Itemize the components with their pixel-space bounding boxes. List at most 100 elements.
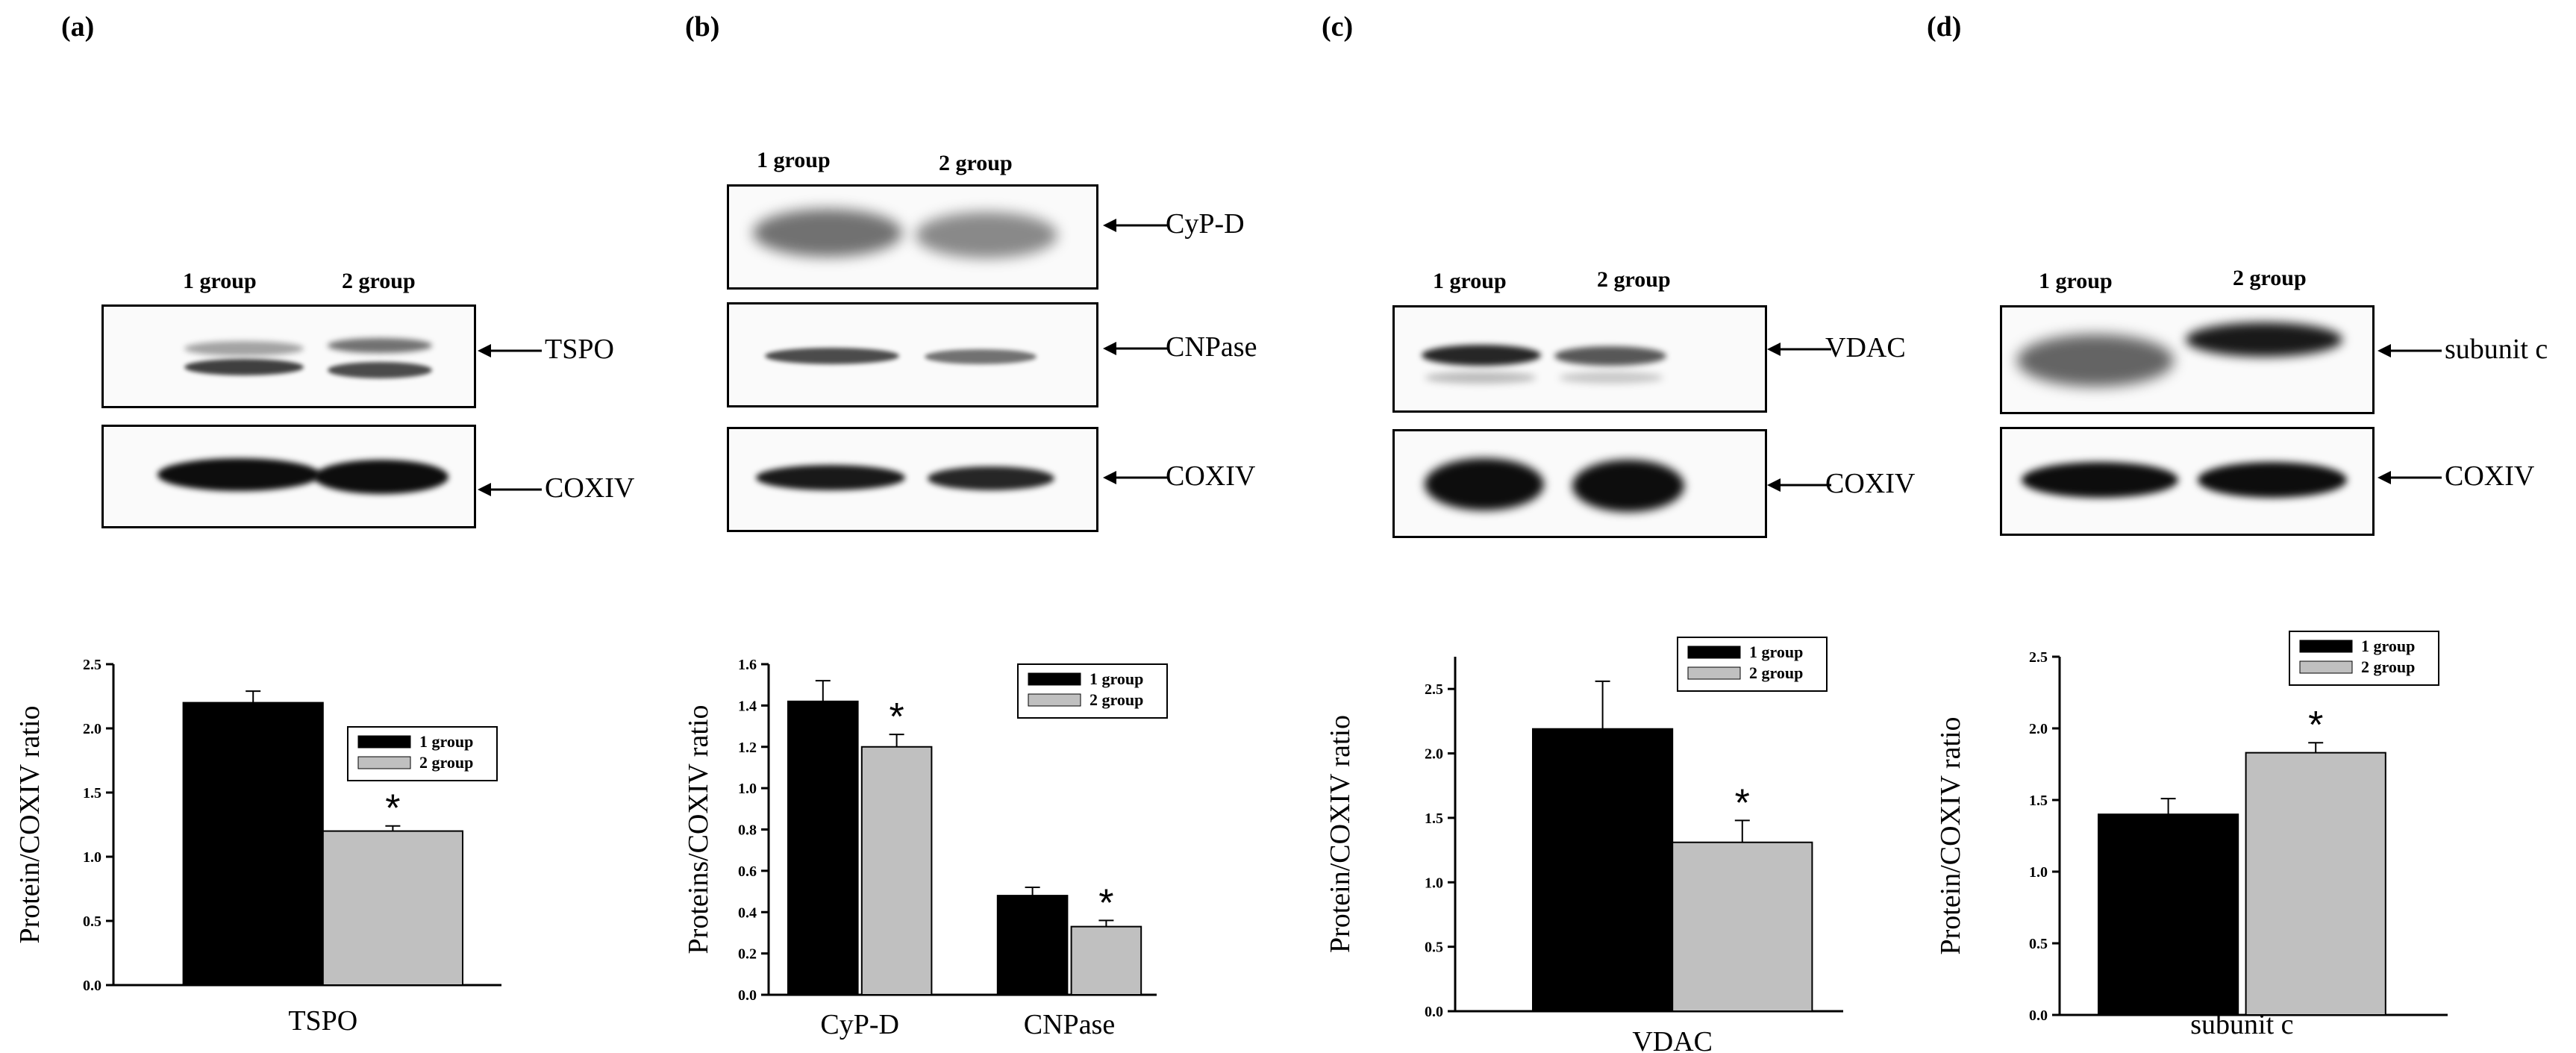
bar-group1 bbox=[787, 700, 859, 996]
blot-label-subunit-c: subunit c bbox=[2445, 334, 2548, 365]
legend-label: 2 group bbox=[1749, 663, 1803, 682]
bar-chart-vdac: 0.0 0.5 1.0 1.5 2.0 2.5 Protein/COXIV ratio * VD… bbox=[1325, 637, 1843, 1053]
bar-group1 bbox=[2098, 813, 2239, 1016]
significance-marker: * bbox=[1735, 781, 1750, 825]
legend-swatch-group1 bbox=[1028, 672, 1081, 686]
arrow-cnpase bbox=[1103, 342, 1167, 355]
category-label: CNPase bbox=[1024, 1009, 1115, 1040]
blot-label-coxiv-a: COXIV bbox=[545, 472, 635, 504]
y-tick-label: 1.0 bbox=[1425, 875, 1443, 891]
y-tick-label: 2.5 bbox=[83, 657, 101, 673]
y-tick-label: 2.5 bbox=[1425, 681, 1443, 698]
y-tick-label: 1.4 bbox=[738, 698, 757, 714]
bar-group1 bbox=[182, 702, 324, 986]
blot-coxiv-b bbox=[727, 427, 1098, 532]
lane-label-2-group: 2 group bbox=[1597, 267, 1671, 292]
lane-label-1-group: 1 group bbox=[2039, 269, 2113, 293]
bar-chart-subunit-c: 0.0 0.5 1.0 1.5 2.0 2.5 Protein/COXIV ratio * su… bbox=[1935, 631, 2448, 1040]
y-tick-label: 1.5 bbox=[2029, 793, 2048, 809]
category-label: CyP-D bbox=[820, 1009, 899, 1040]
legend-swatch-group1 bbox=[357, 735, 411, 749]
y-tick-label: 0.0 bbox=[2029, 1007, 2048, 1024]
y-tick-label: 2.5 bbox=[2029, 649, 2048, 666]
y-tick-label: 0.5 bbox=[83, 913, 101, 930]
y-tick-label: 1.0 bbox=[83, 849, 101, 866]
y-tick-label: 0.0 bbox=[738, 987, 757, 1004]
y-tick-label: 0.5 bbox=[1425, 940, 1443, 956]
blot-label-coxiv-c: COXIV bbox=[1825, 468, 1916, 499]
bar-chart-tspo: 0.0 0.5 1.0 1.5 2.0 2.5 Protein/COXIV ratio * TS… bbox=[14, 657, 501, 1037]
lane-label-1-group: 1 group bbox=[183, 269, 257, 293]
panel-letter-b: (b) bbox=[685, 11, 720, 43]
arrow-cyp-d bbox=[1103, 219, 1167, 232]
blot-cnpase bbox=[727, 302, 1098, 407]
legend-swatch-group1 bbox=[1687, 646, 1741, 659]
lane-label-2-group: 2 group bbox=[342, 269, 416, 293]
legend: 1 group 2 group bbox=[1677, 637, 1828, 692]
blot-subunit-c bbox=[2000, 305, 2375, 414]
blot-label-tspo: TSPO bbox=[545, 334, 614, 365]
legend-label: 2 group bbox=[2361, 657, 2415, 676]
y-tick-label: 1.5 bbox=[1425, 810, 1443, 827]
legend-swatch-group2 bbox=[2299, 660, 2353, 674]
legend-swatch-group2 bbox=[357, 756, 411, 769]
bar-chart-cyp-d-cnpase: 0.0 0.2 0.4 0.6 0.8 1.0 1.2 1.4 1.6 Proteins/COXI… bbox=[683, 657, 1168, 1040]
bar-group1 bbox=[996, 895, 1069, 996]
bar-group1 bbox=[1532, 728, 1674, 1013]
bar-group2 bbox=[860, 746, 933, 996]
arrow-coxiv-a bbox=[478, 483, 542, 496]
panel-letter-c: (c) bbox=[1322, 11, 1354, 43]
blot-tspo bbox=[101, 304, 476, 408]
lane-label-2-group: 2 group bbox=[939, 151, 1013, 175]
y-tick-label: 2.0 bbox=[2029, 721, 2048, 737]
arrow-subunit-c bbox=[2378, 344, 2442, 357]
blot-label-cyp-d: CyP-D bbox=[1166, 208, 1245, 240]
category-label: TSPO bbox=[288, 1005, 357, 1037]
legend-swatch-group1 bbox=[2299, 640, 2353, 653]
y-tick-label: 1.6 bbox=[738, 657, 757, 673]
bar-group2 bbox=[2245, 752, 2386, 1016]
panel-letter-a: (a) bbox=[61, 11, 95, 43]
legend-label: 2 group bbox=[419, 753, 473, 772]
y-tick-label: 2.0 bbox=[83, 721, 101, 737]
legend-label: 1 group bbox=[1090, 669, 1143, 688]
y-axis-title: Protein/COXIV ratio bbox=[14, 705, 46, 943]
legend: 1 group 2 group bbox=[347, 726, 498, 781]
y-axis-title: Protein/COXIV ratio bbox=[1935, 716, 1966, 954]
y-tick-label: 0.5 bbox=[2029, 936, 2048, 952]
bar-group2 bbox=[322, 830, 463, 986]
blot-label-vdac: VDAC bbox=[1825, 332, 1906, 363]
legend-label: 1 group bbox=[419, 732, 473, 751]
category-label: subunit c bbox=[2190, 1009, 2293, 1040]
arrow-coxiv-c bbox=[1767, 478, 1831, 492]
y-tick-label: 1.2 bbox=[738, 740, 757, 756]
y-tick-label: 1.5 bbox=[83, 785, 101, 802]
y-tick-label: 1.0 bbox=[2029, 864, 2048, 881]
blot-vdac bbox=[1392, 305, 1767, 413]
blot-label-coxiv-d: COXIV bbox=[2445, 460, 2535, 492]
significance-marker: * bbox=[1098, 881, 1113, 925]
y-tick-label: 0.4 bbox=[738, 904, 757, 921]
lane-label-1-group: 1 group bbox=[757, 148, 831, 172]
legend: 1 group 2 group bbox=[2289, 631, 2439, 686]
significance-marker: * bbox=[889, 696, 904, 739]
arrow-vdac bbox=[1767, 343, 1831, 356]
bar-group2 bbox=[1672, 841, 1813, 1012]
y-tick-label: 0.0 bbox=[83, 978, 101, 994]
legend: 1 group 2 group bbox=[1017, 663, 1168, 719]
y-tick-label: 1.0 bbox=[738, 781, 757, 797]
legend-label: 2 group bbox=[1090, 690, 1143, 709]
arrow-tspo bbox=[478, 344, 542, 357]
panel-letter-d: (d) bbox=[1927, 11, 1962, 43]
arrow-coxiv-d bbox=[2378, 471, 2442, 484]
lane-label-2-group: 2 group bbox=[2233, 266, 2307, 290]
lane-label-1-group: 1 group bbox=[1433, 269, 1507, 293]
legend-label: 1 group bbox=[1749, 643, 1803, 661]
y-tick-label: 0.0 bbox=[1425, 1004, 1443, 1020]
significance-marker: * bbox=[2308, 704, 2323, 747]
blot-cyp-d bbox=[727, 184, 1098, 290]
y-tick-label: 0.6 bbox=[738, 863, 757, 880]
blot-label-coxiv-b: COXIV bbox=[1166, 460, 1256, 492]
legend-swatch-group2 bbox=[1028, 693, 1081, 707]
blot-coxiv-c bbox=[1392, 429, 1767, 538]
